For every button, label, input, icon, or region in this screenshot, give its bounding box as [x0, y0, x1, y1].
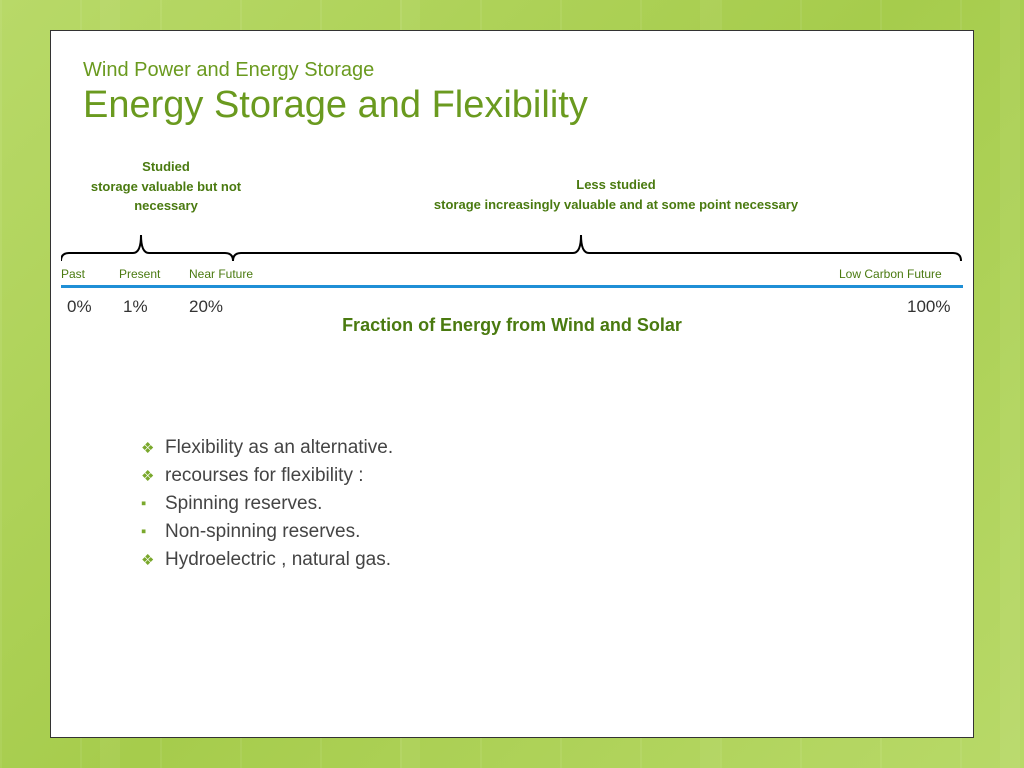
- percent-label: 0%: [67, 297, 92, 317]
- bullet-text: Hydroelectric , natural gas.: [165, 549, 391, 570]
- diamond-bullet-icon: ❖: [141, 467, 154, 485]
- percent-label: 20%: [189, 297, 223, 317]
- bullet-text: Flexibility as an alternative.: [165, 437, 393, 458]
- timeline-diagram: Studied storage valuable but not necessa…: [61, 157, 963, 357]
- bullet-item: ❖ Hydroelectric , natural gas.: [141, 549, 973, 571]
- percent-label: 1%: [123, 297, 148, 317]
- slide: Wind Power and Energy Storage Energy Sto…: [50, 30, 974, 738]
- bullet-text: Spinning reserves.: [165, 493, 322, 514]
- diamond-bullet-icon: ❖: [141, 551, 154, 569]
- timeline-label: Near Future: [189, 267, 253, 281]
- slide-supertitle: Wind Power and Energy Storage: [83, 59, 941, 82]
- axis-line: [61, 285, 963, 288]
- slide-header: Wind Power and Energy Storage Energy Sto…: [51, 31, 973, 137]
- bullet-item: ▪ Spinning reserves.: [141, 493, 973, 515]
- bullet-item: ❖ Flexibility as an alternative.: [141, 437, 973, 459]
- diamond-bullet-icon: ❖: [141, 439, 154, 457]
- slide-title: Energy Storage and Flexibility: [83, 84, 941, 127]
- bullet-item: ❖ recourses for flexibility :: [141, 465, 973, 487]
- bullet-item: ▪ Non-spinning reserves.: [141, 521, 973, 543]
- timeline-label: Present: [119, 267, 160, 281]
- bullet-text: recourses for flexibility :: [165, 465, 364, 486]
- square-bullet-icon: ▪: [141, 523, 146, 540]
- axis-title: Fraction of Energy from Wind and Solar: [61, 315, 963, 336]
- percent-label: 100%: [907, 297, 950, 317]
- bullet-list: ❖ Flexibility as an alternative.❖ recour…: [141, 437, 973, 571]
- square-bullet-icon: ▪: [141, 495, 146, 512]
- timeline-label: Past: [61, 267, 85, 281]
- timeline-label: Low Carbon Future: [839, 267, 942, 281]
- bullet-text: Non-spinning reserves.: [165, 521, 360, 542]
